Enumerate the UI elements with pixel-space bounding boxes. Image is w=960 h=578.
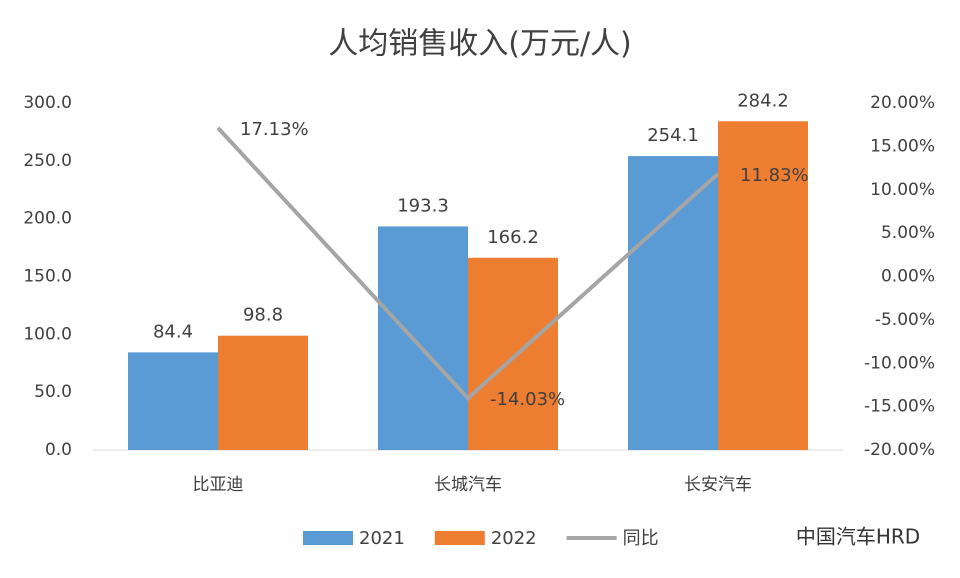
legend-swatch bbox=[303, 531, 353, 545]
watermark: 中国汽车HRD bbox=[796, 525, 920, 549]
y-tick-label: 150.0 bbox=[23, 267, 72, 287]
value-label: 284.2 bbox=[737, 90, 789, 111]
value-label: 84.4 bbox=[153, 321, 193, 342]
y-tick-label: 50.0 bbox=[34, 382, 72, 402]
line-value-label: -14.03% bbox=[490, 389, 565, 410]
y2-tick-label: 15.00% bbox=[870, 136, 935, 156]
x-tick-label: 比亚迪 bbox=[193, 475, 244, 495]
bar bbox=[468, 257, 558, 450]
value-label: 98.8 bbox=[243, 305, 283, 326]
bar bbox=[378, 226, 468, 450]
value-label: 193.3 bbox=[397, 195, 449, 216]
legend-label: 2021 bbox=[359, 528, 405, 549]
line bbox=[216, 126, 720, 402]
bar bbox=[218, 335, 308, 450]
bar bbox=[628, 156, 718, 450]
value-label: 254.1 bbox=[647, 125, 699, 146]
bar bbox=[718, 121, 808, 450]
y-tick-label: 0.0 bbox=[45, 440, 72, 460]
y2-tick-label: 20.00% bbox=[870, 93, 935, 113]
y-tick-label: 200.0 bbox=[23, 209, 72, 229]
y-tick-label: 100.0 bbox=[23, 324, 72, 344]
line-value-label: 17.13% bbox=[240, 119, 309, 140]
y-tick-label: 300.0 bbox=[23, 93, 72, 113]
legend-label: 2022 bbox=[491, 528, 537, 549]
y2-tick-label: -10.00% bbox=[864, 353, 935, 373]
bar bbox=[128, 352, 218, 450]
x-tick-label: 长安汽车 bbox=[684, 475, 752, 495]
value-label: 166.2 bbox=[487, 227, 539, 248]
y2-tick-label: 0.00% bbox=[881, 267, 935, 287]
legend-label: 同比 bbox=[623, 528, 659, 549]
y2-tick-label: 10.00% bbox=[870, 180, 935, 200]
chart-title: 人均销售收入(万元/人) bbox=[328, 27, 632, 62]
y2-tick-label: -15.00% bbox=[864, 397, 935, 417]
y2-tick-label: 5.00% bbox=[881, 223, 935, 243]
legend-swatch bbox=[434, 531, 485, 545]
y2-tick-label: -20.00% bbox=[864, 440, 935, 460]
x-tick-label: 长城汽车 bbox=[434, 475, 502, 495]
y2-tick-label: -5.00% bbox=[875, 310, 935, 330]
y-tick-label: 250.0 bbox=[23, 151, 72, 171]
line-value-label: 11.83% bbox=[740, 165, 809, 186]
